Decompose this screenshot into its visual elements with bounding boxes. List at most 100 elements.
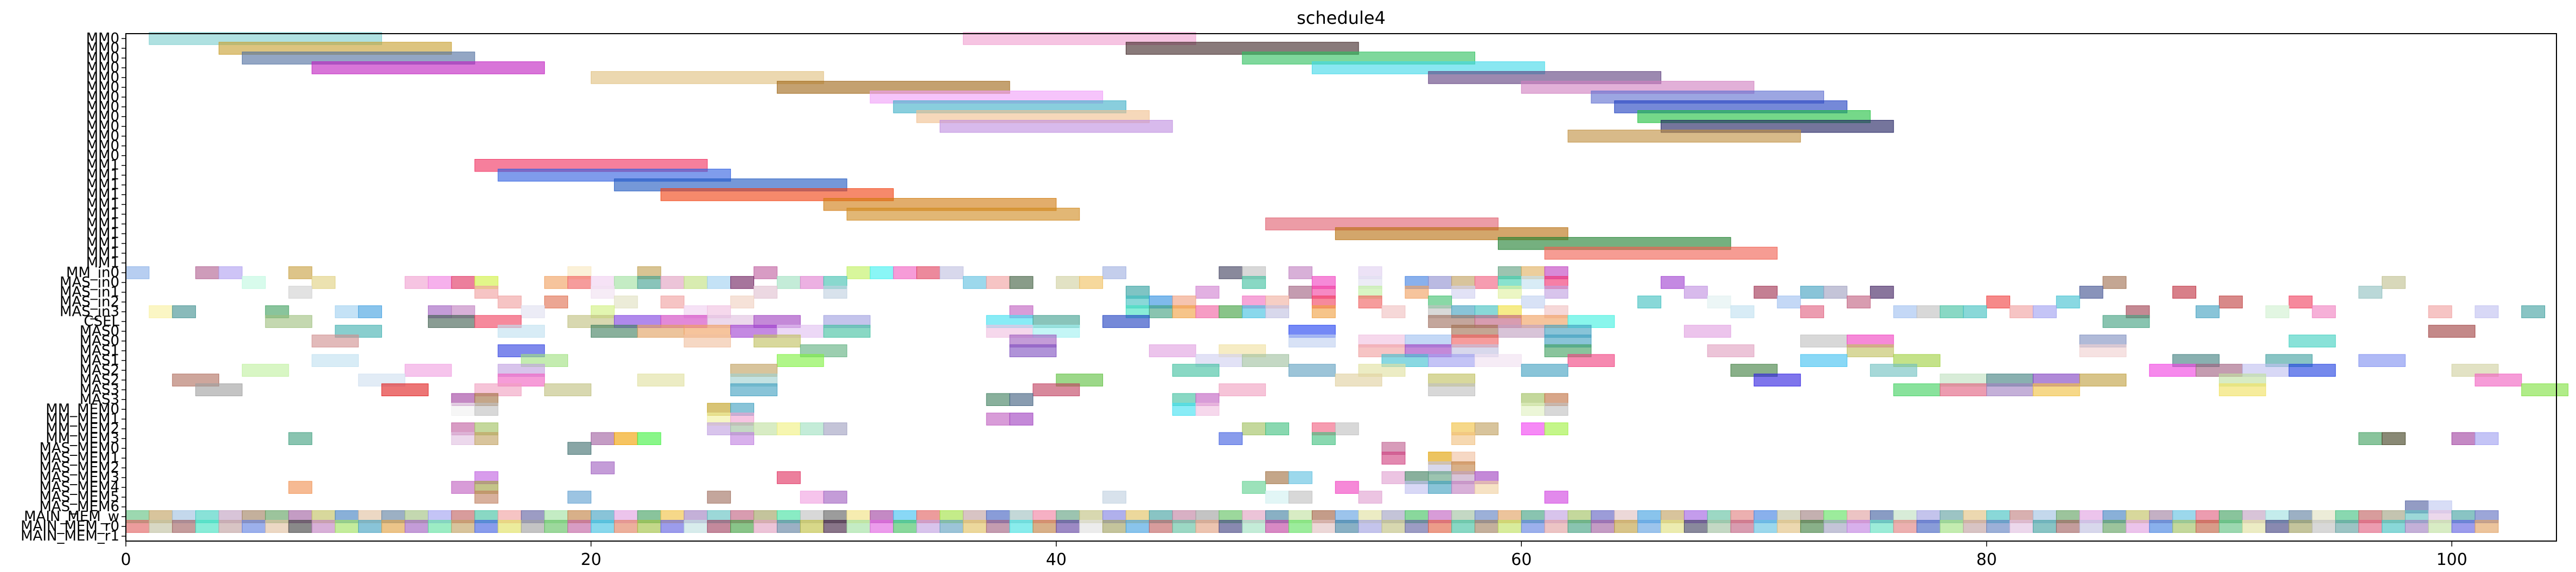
task-bar	[614, 432, 638, 445]
task-bar	[1730, 520, 1755, 533]
y-tick-label: MM_MEM2	[46, 421, 119, 437]
task-bar	[2475, 432, 2499, 445]
task-bar	[823, 422, 847, 435]
task-bar	[1940, 383, 1987, 397]
task-bar	[1149, 520, 1173, 533]
task-bar	[1777, 295, 1801, 309]
task-bar	[1381, 471, 1406, 484]
task-bar	[684, 276, 708, 289]
task-bar	[195, 520, 219, 533]
task-bar	[893, 520, 917, 533]
y-axis: MM0MM0MM0MM0MM0MM0MM0MM0MM0MM0MM0MM0MM0M…	[21, 30, 126, 544]
task-bar	[2288, 520, 2313, 533]
task-bar	[730, 432, 755, 445]
task-bar	[1637, 520, 1661, 533]
task-bar	[1428, 383, 1476, 397]
x-tick-label: 40	[1046, 550, 1067, 569]
task-bar	[474, 520, 499, 533]
task-bar	[241, 520, 266, 533]
y-tick-label: MM_MEM3	[46, 430, 119, 447]
task-bar	[311, 61, 545, 74]
task-bar	[1149, 305, 1173, 319]
task-bar	[1079, 276, 1104, 289]
task-bar	[521, 520, 545, 533]
y-tick-label: MAIN_MEM_w	[24, 509, 119, 525]
task-bar	[1311, 305, 1336, 319]
task-bar	[2032, 383, 2080, 397]
y-tick-label: MAS_MEM4	[39, 479, 119, 495]
task-bar	[1102, 520, 1126, 533]
task-bar	[1335, 373, 1382, 387]
task-bar	[1497, 520, 1522, 533]
task-bar	[1567, 520, 1592, 533]
task-bar	[590, 432, 615, 445]
task-bar	[311, 354, 359, 367]
task-bar	[172, 305, 196, 319]
task-bar	[2149, 364, 2197, 377]
task-bar	[776, 354, 824, 367]
task-bar	[2079, 285, 2103, 299]
task-bar	[754, 266, 777, 279]
task-bar	[2381, 432, 2406, 445]
x-tick-label: 0	[120, 550, 131, 569]
task-bar	[1707, 520, 1731, 533]
task-bar	[1428, 520, 1452, 533]
task-bar	[2451, 432, 2476, 445]
task-bar	[1800, 334, 1847, 348]
task-bar	[1800, 520, 1825, 533]
task-bar	[893, 266, 917, 279]
task-bar	[800, 491, 824, 504]
task-bar	[800, 422, 824, 435]
y-tick-label: MM1	[86, 187, 119, 203]
y-tick-label: MM0	[86, 69, 119, 86]
task-bar	[2428, 520, 2452, 533]
task-bar	[1684, 285, 1708, 299]
task-bar	[1637, 295, 1661, 309]
task-bar	[1475, 481, 1499, 494]
task-bar	[1754, 285, 1778, 299]
task-bar	[962, 32, 1196, 45]
y-tick-label: MAS3	[80, 382, 119, 398]
task-bar	[1475, 276, 1499, 289]
task-bar	[962, 276, 987, 289]
task-bar	[1311, 432, 1336, 445]
task-bar	[544, 383, 591, 397]
task-bar	[474, 285, 499, 299]
task-bar	[962, 520, 987, 533]
task-bar	[568, 442, 591, 455]
y-tick-label: MAS_in0	[60, 275, 119, 291]
task-bar	[1102, 491, 1126, 504]
task-bar	[1544, 285, 1568, 299]
task-bar	[2079, 520, 2103, 533]
task-bar	[335, 305, 359, 319]
task-bar	[2032, 520, 2057, 533]
task-bar	[1358, 295, 1382, 309]
task-bar	[614, 276, 638, 289]
y-tick-label: MM0	[86, 50, 119, 66]
y-tick-label: MAIN_MEM_r0	[21, 518, 119, 535]
task-bar	[1521, 520, 1545, 533]
task-bar	[660, 276, 685, 289]
task-bar	[1009, 344, 1057, 358]
task-bar	[2102, 520, 2127, 533]
y-tick-label: MAS0	[80, 333, 119, 349]
task-bar	[1265, 491, 1290, 504]
y-tick-label: CSEL	[84, 313, 119, 329]
y-tick-label: MM1	[86, 157, 119, 174]
task-bar	[1289, 520, 1312, 533]
task-bar	[1963, 305, 1987, 319]
task-bar	[1591, 520, 1615, 533]
task-bar	[1195, 520, 1220, 533]
task-bar	[800, 520, 824, 533]
task-bar	[451, 520, 475, 533]
task-bar	[2358, 354, 2406, 367]
y-tick-label: MM0	[86, 79, 119, 96]
task-bar	[2102, 315, 2150, 328]
task-bar	[1428, 276, 1452, 289]
task-bar	[451, 276, 475, 289]
task-bar	[172, 520, 196, 533]
task-bar	[544, 295, 569, 309]
chart-title: schedule4	[1297, 8, 1386, 28]
task-bar	[1335, 520, 1359, 533]
task-bar	[1219, 305, 1243, 319]
